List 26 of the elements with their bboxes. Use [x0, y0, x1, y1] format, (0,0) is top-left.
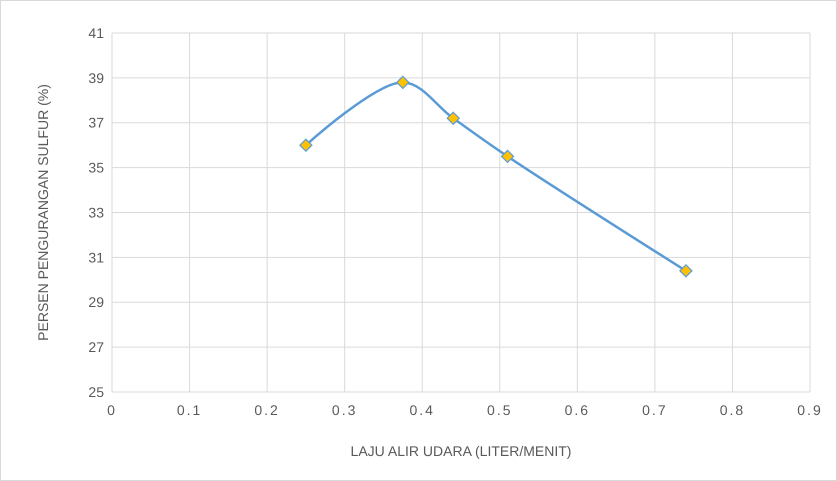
y-tick-label: 35: [88, 160, 104, 176]
x-tick-label: 0.9: [797, 402, 823, 418]
x-tick-label: 0.5: [487, 402, 513, 418]
point: [500, 150, 514, 164]
x-tick-label: 0.6: [564, 402, 590, 418]
x-axis-title: LAJU ALIR UDARA (LITER/MENIT): [350, 443, 572, 459]
x-tick-label: 0.7: [642, 402, 668, 418]
x-tick-label: 0.8: [720, 402, 746, 418]
y-tick-label: 41: [88, 24, 104, 41]
point: [299, 138, 312, 152]
x-tick-label: 0.1: [176, 402, 202, 418]
y-tick-label: 39: [88, 70, 104, 86]
point: [679, 264, 693, 278]
x-tick-label: 0: [107, 402, 117, 418]
y-tick-label: 29: [88, 294, 104, 310]
x-tick-label: 0.3: [332, 402, 358, 418]
y-axis-title: PERSEN PENGURANGAN SULFUR (%): [35, 84, 51, 341]
y-tick-label: 27: [88, 339, 104, 356]
x-tick-label: 0.4: [409, 402, 435, 418]
y-tick-label: 33: [88, 204, 104, 220]
x-tick-label: 0.2: [254, 402, 280, 418]
y-tick-label: 37: [88, 114, 104, 131]
y-tick-label: 25: [88, 384, 104, 400]
y-tick-label: 31: [88, 249, 104, 266]
point: [446, 112, 460, 125]
point: [396, 76, 410, 89]
